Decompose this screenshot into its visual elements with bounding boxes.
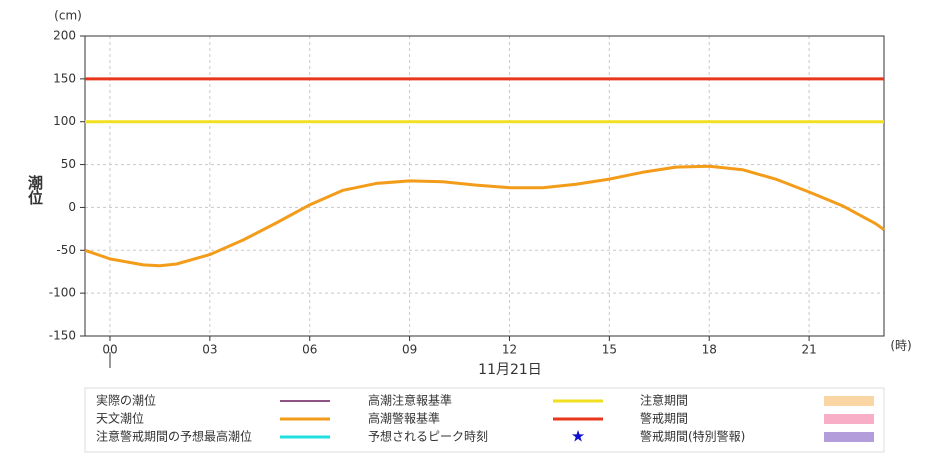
legend-label: 実際の潮位: [96, 393, 156, 408]
legend-swatch: ★: [571, 427, 585, 446]
legend-label: 天文潮位: [96, 411, 144, 426]
y-tick-label: -100: [49, 286, 76, 300]
y-unit: (cm): [54, 9, 82, 23]
x-tick-label: 09: [402, 343, 417, 357]
x-tick-label: 03: [202, 343, 217, 357]
legend-box: [84, 387, 885, 453]
x-tick-label: 00: [102, 343, 117, 357]
x-tick-label: 06: [302, 343, 317, 357]
x-tick-label: 15: [602, 343, 617, 357]
y-tick-label: -50: [56, 243, 76, 257]
tide-line: [84, 164, 885, 268]
legend-label: 予想されるピーク時刻: [368, 429, 488, 444]
y-tick-label: -150: [49, 329, 76, 343]
date-label: 11月21日: [478, 362, 542, 378]
x-tick-label: 12: [502, 343, 517, 357]
x-tick-label: 18: [702, 343, 717, 357]
legend-swatch: [824, 432, 874, 442]
y-tick-label: 150: [53, 71, 76, 85]
y-axis-label: 潮位: [26, 174, 44, 205]
legend-label: 注意期間: [640, 393, 688, 408]
legend-swatch: [824, 396, 874, 406]
y-tick-label: 200: [53, 29, 76, 43]
x-unit: (時): [890, 339, 911, 353]
legend-label: 高潮注意報基準: [368, 393, 452, 408]
y-tick-label: 50: [61, 157, 76, 171]
legend-label: 警戒期間(特別警報): [640, 429, 745, 444]
y-tick-label: 0: [68, 200, 76, 214]
x-tick-label: 21: [801, 343, 816, 357]
y-tick-label: 100: [53, 114, 76, 128]
legend-label: 注意警戒期間の予想最高潮位: [96, 429, 252, 444]
legend-swatch: [824, 414, 874, 424]
plot-frame: [84, 35, 885, 337]
legend-label: 警戒期間: [640, 411, 688, 426]
legend-label: 高潮警報基準: [368, 411, 440, 426]
